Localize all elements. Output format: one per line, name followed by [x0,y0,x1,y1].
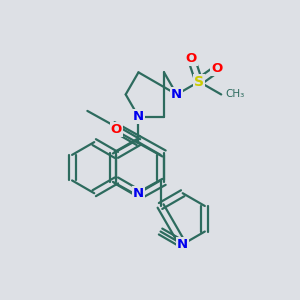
Text: N: N [177,238,188,251]
Text: O: O [111,123,122,136]
Text: O: O [186,52,197,65]
Text: N: N [171,88,182,101]
Text: S: S [194,75,204,89]
Text: N: N [133,187,144,200]
Text: O: O [211,62,223,75]
Text: CH₃: CH₃ [226,89,245,100]
Text: N: N [133,110,144,123]
